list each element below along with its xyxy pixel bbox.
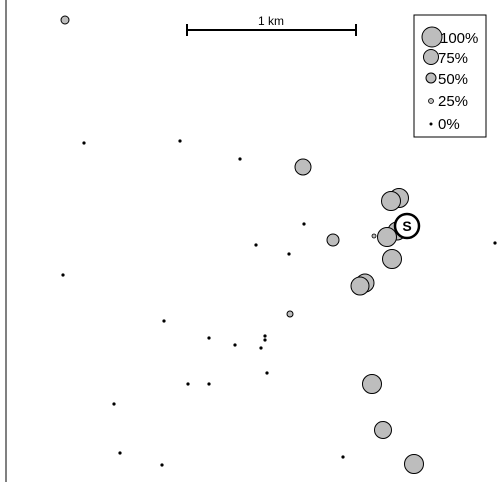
legend-label-25: 25% xyxy=(438,93,468,110)
sample-point xyxy=(287,252,291,256)
legend-symbol-75 xyxy=(423,49,439,65)
sample-point xyxy=(259,346,263,350)
sample-point xyxy=(118,451,122,455)
sample-points-positive xyxy=(60,15,424,474)
sample-point xyxy=(82,141,86,145)
legend-label-100: 100% xyxy=(440,30,478,47)
legend-label-75: 75% xyxy=(438,50,468,67)
sample-point xyxy=(162,319,166,323)
sample-point xyxy=(60,15,70,25)
sample-point xyxy=(265,371,269,375)
sample-point xyxy=(381,191,401,211)
legend-symbol-50 xyxy=(425,72,437,84)
legend-symbol-0 xyxy=(429,122,433,126)
sample-point xyxy=(371,233,377,239)
sample-point xyxy=(350,276,370,296)
legend-symbol-25 xyxy=(428,98,434,104)
sample-point xyxy=(493,241,497,245)
sample-point xyxy=(362,374,382,394)
legend-symbol-100 xyxy=(421,26,443,48)
sample-point xyxy=(382,249,402,269)
sample-point xyxy=(326,233,340,247)
sample-points-zero xyxy=(61,139,497,467)
legend-label-50: 50% xyxy=(438,71,468,88)
sample-point xyxy=(341,455,345,459)
sample-point xyxy=(404,454,424,474)
sample-point xyxy=(186,382,190,386)
sample-point xyxy=(294,158,312,176)
sample-point xyxy=(207,336,211,340)
sample-point xyxy=(61,273,65,277)
legend-label-0: 0% xyxy=(438,116,460,133)
sample-point xyxy=(286,310,294,318)
sample-point xyxy=(160,463,164,467)
sample-point xyxy=(238,157,242,161)
scale-bar-label: 1 km xyxy=(258,14,284,28)
legend: 100% 75% 50% 25% 0% xyxy=(413,14,487,138)
source-circle xyxy=(393,212,421,240)
sample-point xyxy=(178,139,182,143)
sample-point xyxy=(302,222,306,226)
sample-point xyxy=(374,421,392,439)
sample-point xyxy=(112,402,116,406)
sample-point xyxy=(263,338,267,342)
sample-point xyxy=(377,227,397,247)
sample-point xyxy=(263,334,267,338)
sample-point xyxy=(207,382,211,386)
source-label: S xyxy=(402,218,411,234)
scale-bar: 1 km xyxy=(186,14,357,36)
sample-point xyxy=(233,343,237,347)
sample-point xyxy=(254,243,258,247)
source-marker: S xyxy=(393,212,421,240)
